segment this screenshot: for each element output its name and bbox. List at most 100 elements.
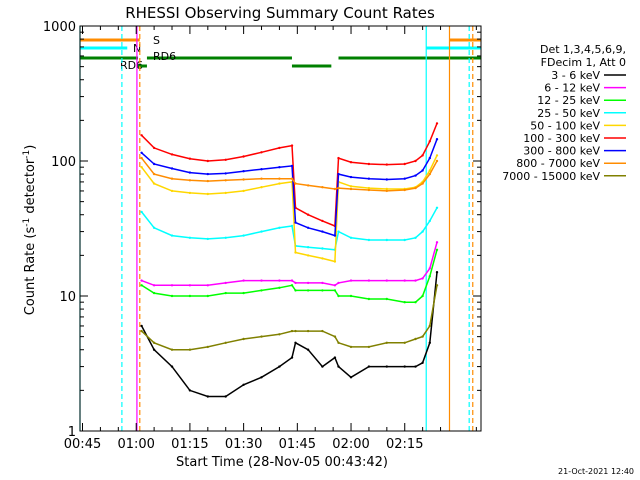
data-point-6-11: [306, 226, 310, 229]
data-point-0-18: [403, 365, 406, 368]
data-point-6-3: [188, 171, 192, 174]
data-point-4-10: [294, 251, 297, 254]
data-point-6-4: [206, 172, 209, 176]
data-point-8-20: [421, 335, 424, 338]
data-point-1-17: [385, 279, 388, 282]
data-point-0-1: [152, 348, 156, 351]
data-point-6-7: [260, 168, 263, 171]
data-point-2-0: [140, 284, 143, 287]
data-point-2-12: [321, 289, 324, 292]
data-point-3-12: [321, 247, 324, 250]
series-lines: [140, 122, 439, 398]
data-point-8-9: [290, 329, 294, 333]
data-point-3-6: [242, 234, 245, 237]
data-point-7-13: [333, 187, 337, 191]
data-point-1-3: [188, 284, 192, 287]
data-point-5-18: [403, 162, 406, 166]
x-tick-label: 01:45: [279, 437, 316, 452]
data-point-6-16: [367, 177, 371, 180]
data-point-3-22: [435, 206, 439, 209]
x-tick-label: 01:15: [171, 437, 208, 452]
y-tick-label: 100: [51, 155, 76, 170]
data-point-3-17: [385, 238, 388, 242]
data-point-1-13: [333, 284, 337, 287]
data-point-7-5: [224, 179, 227, 182]
legend: Det 1,3,4,5,6,9, FDecim 1, Att 0 3 - 6 k…: [502, 43, 626, 183]
data-point-5-6: [242, 155, 245, 158]
data-point-5-7: [260, 151, 263, 154]
data-point-5-20: [421, 154, 424, 157]
data-point-8-0: [140, 329, 143, 333]
data-point-4-21: [428, 169, 431, 172]
data-point-1-21: [428, 267, 431, 270]
data-point-2-2: [170, 294, 174, 298]
data-point-6-0: [140, 151, 143, 154]
data-point-2-14: [337, 294, 340, 298]
data-point-1-9: [290, 279, 294, 282]
data-point-5-2: [170, 153, 174, 156]
data-point-4-6: [242, 189, 245, 193]
data-point-5-8: [278, 146, 281, 150]
data-point-7-2: [170, 177, 174, 180]
data-point-4-4: [206, 192, 209, 196]
chart-title: RHESSI Observing Summary Count Rates: [125, 4, 435, 22]
data-point-1-10: [294, 281, 297, 285]
data-point-0-5: [224, 395, 227, 398]
y-tick-label: 1000: [43, 20, 76, 35]
data-point-4-13: [333, 260, 337, 263]
x-tick-label: 02:00: [332, 437, 369, 452]
data-point-7-20: [421, 182, 424, 185]
data-point-6-5: [224, 172, 227, 175]
data-point-5-4: [206, 159, 209, 163]
data-point-0-22: [435, 271, 439, 274]
legend-label-8: 7000 - 15000 keV: [502, 170, 600, 183]
data-point-5-0: [140, 134, 143, 137]
legend-header-line-1: Det 1,3,4,5,6,9,: [540, 43, 626, 56]
data-point-1-12: [321, 281, 324, 285]
data-point-7-1: [152, 172, 156, 176]
data-point-5-5: [224, 158, 227, 161]
data-point-8-18: [403, 341, 406, 344]
data-point-7-14: [337, 186, 340, 190]
data-point-5-15: [349, 161, 353, 164]
data-point-3-9: [290, 224, 294, 228]
y-axis-label-pre: Count Rate (s: [23, 227, 38, 316]
data-point-0-2: [170, 365, 174, 368]
data-point-6-8: [278, 166, 281, 169]
y-tick-label: 1: [68, 425, 76, 440]
legend-label-1: 6 - 12 keV: [544, 82, 600, 95]
data-point-0-16: [367, 365, 371, 368]
y-tick-label: 10: [59, 290, 76, 305]
data-point-5-16: [367, 162, 371, 166]
y-axis-label-sup1: -1: [22, 218, 32, 227]
data-point-8-13: [333, 335, 337, 338]
data-point-8-21: [428, 324, 431, 328]
data-point-8-6: [242, 337, 245, 341]
data-point-8-11: [306, 329, 310, 333]
data-point-1-5: [224, 281, 227, 285]
data-point-3-0: [140, 210, 143, 214]
data-point-5-11: [306, 213, 310, 216]
data-point-6-19: [414, 174, 417, 177]
data-point-0-21: [428, 341, 431, 344]
data-point-7-18: [403, 188, 406, 192]
data-point-1-2: [170, 284, 174, 287]
legend-label-5: 100 - 300 keV: [523, 132, 600, 145]
data-point-4-0: [140, 166, 143, 169]
y-axis-label: Count Rate (s-1 detector-1): [22, 145, 38, 316]
data-point-2-15: [349, 294, 353, 298]
data-point-8-10: [294, 329, 297, 333]
x-tick-label: 01:00: [117, 437, 154, 452]
data-point-1-16: [367, 279, 371, 282]
legend-label-4: 50 - 100 keV: [530, 119, 600, 132]
data-point-6-18: [403, 177, 406, 180]
data-point-6-14: [337, 172, 340, 176]
x-tick-label: 00:45: [64, 437, 101, 452]
data-point-7-15: [349, 187, 353, 191]
data-point-4-12: [321, 257, 324, 260]
data-point-2-21: [428, 275, 431, 278]
data-point-1-19: [414, 279, 417, 282]
data-point-2-9: [290, 284, 294, 287]
data-point-7-7: [260, 177, 263, 180]
data-point-2-5: [224, 291, 227, 295]
